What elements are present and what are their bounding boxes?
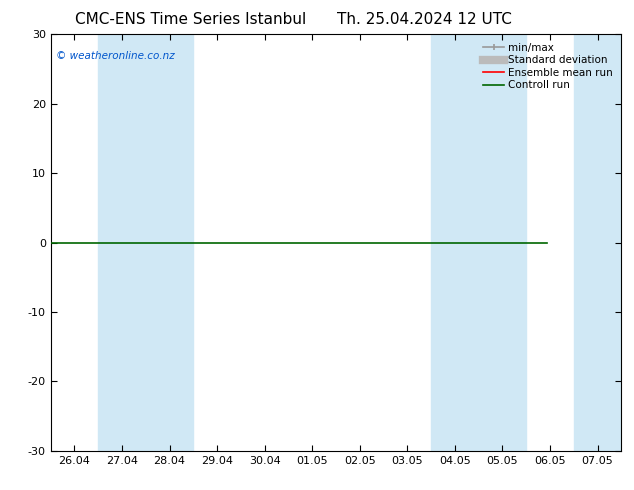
Bar <box>98 34 193 451</box>
Text: CMC-ENS Time Series Istanbul: CMC-ENS Time Series Istanbul <box>75 12 306 27</box>
Bar <box>574 34 621 451</box>
Text: © weatheronline.co.nz: © weatheronline.co.nz <box>56 51 175 61</box>
Bar <box>431 34 526 451</box>
Legend: min/max, Standard deviation, Ensemble mean run, Controll run: min/max, Standard deviation, Ensemble me… <box>480 40 616 94</box>
Text: Th. 25.04.2024 12 UTC: Th. 25.04.2024 12 UTC <box>337 12 512 27</box>
